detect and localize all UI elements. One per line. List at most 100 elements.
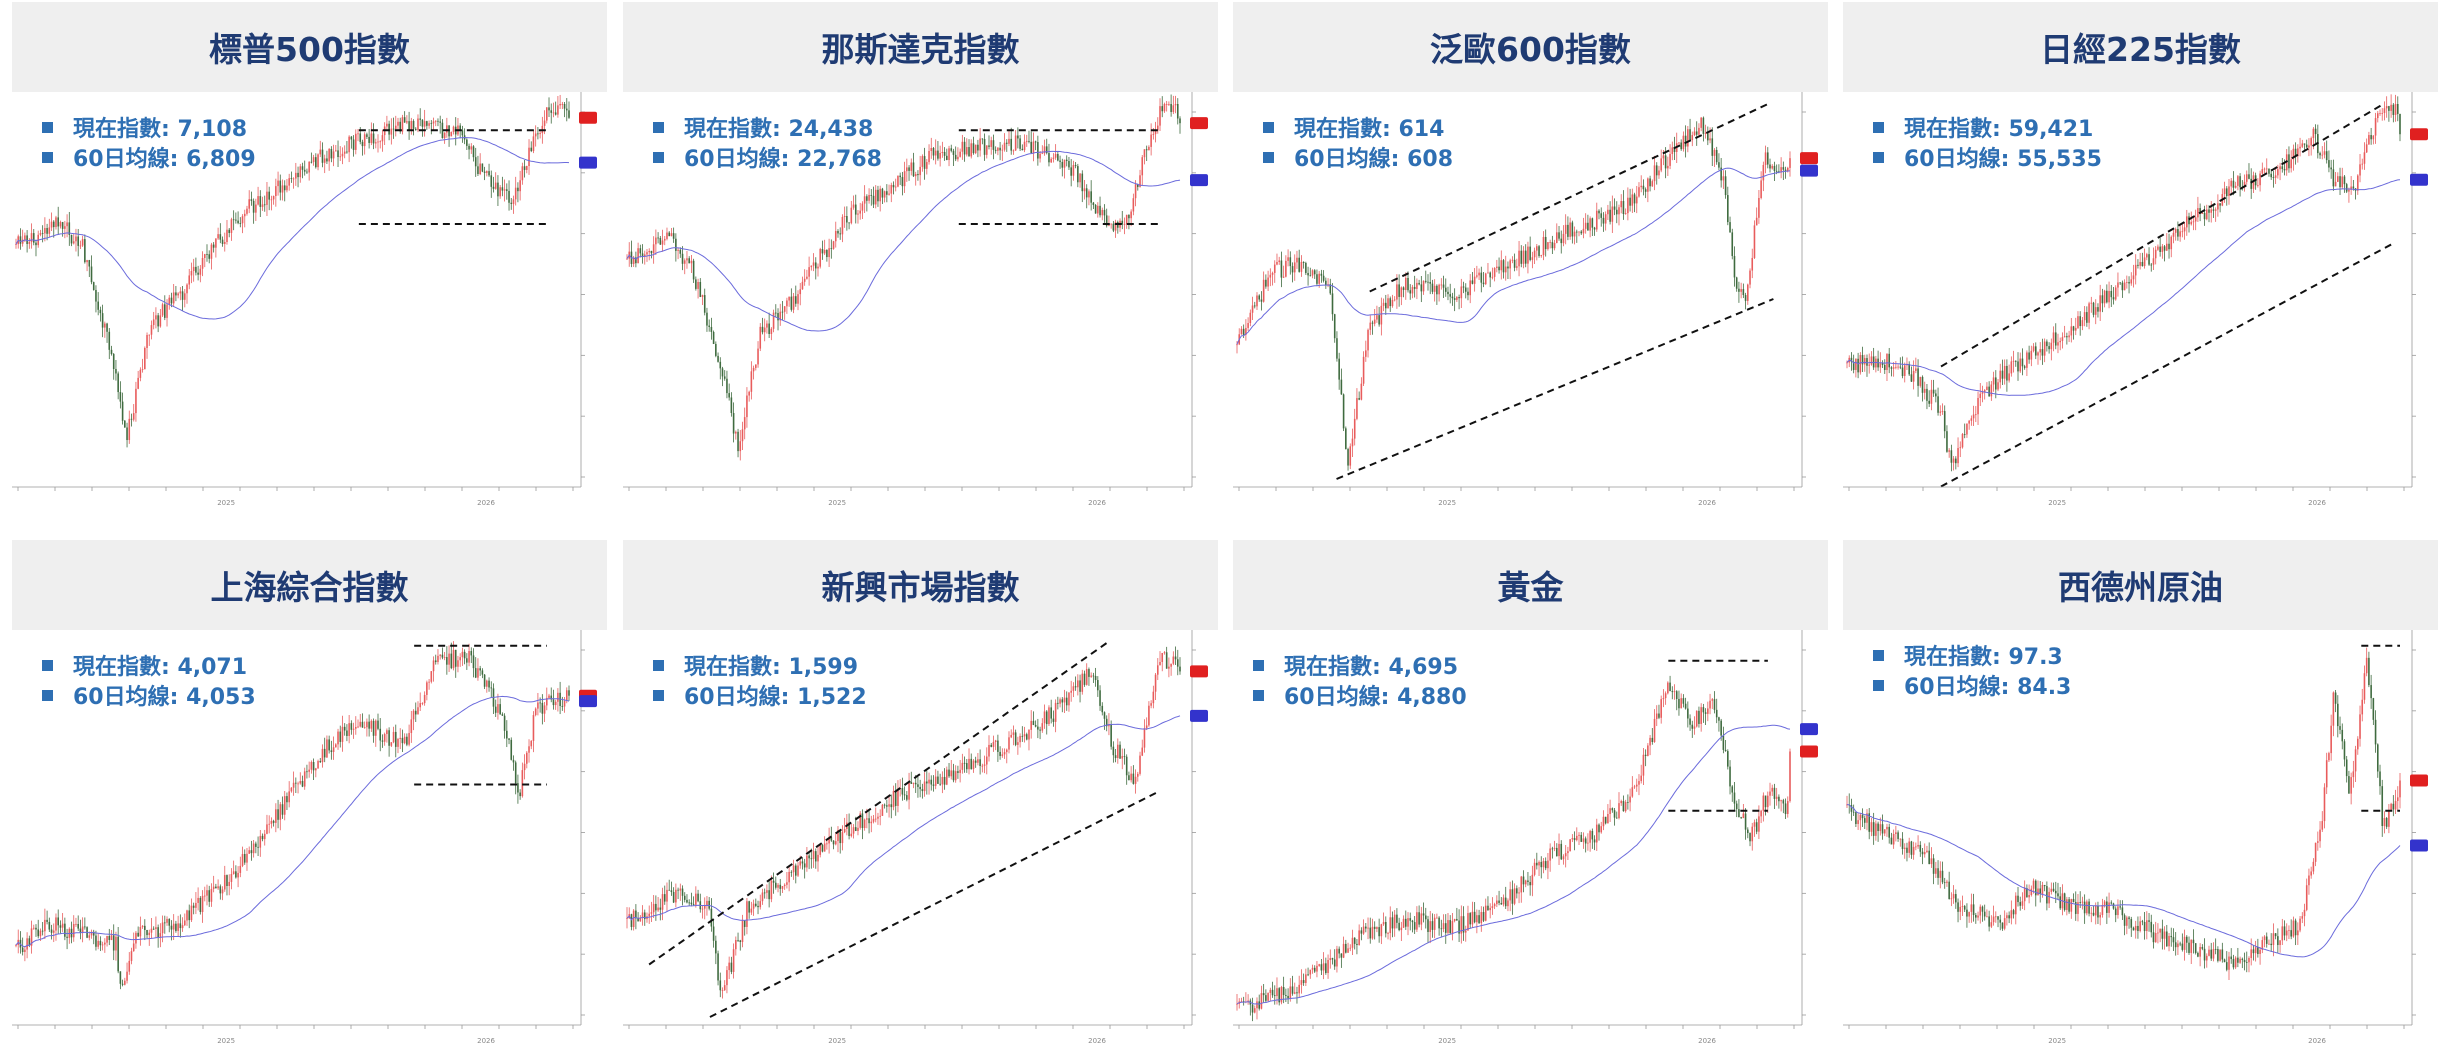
candle-body (1540, 861, 1543, 868)
candle-body (1575, 231, 1578, 233)
candle-body (728, 962, 730, 971)
candle-body (35, 242, 37, 246)
candle-body (723, 985, 726, 991)
candle-body (1724, 749, 1727, 752)
candle-body (1482, 912, 1485, 921)
candle-body (2090, 912, 2093, 914)
candle-body (752, 903, 755, 909)
candle-body (1478, 272, 1480, 276)
candle-body (1753, 822, 1756, 827)
candle-body (1638, 187, 1640, 197)
candle-body (2034, 880, 2037, 896)
candle-body (1278, 988, 1280, 1003)
candle-body (2010, 910, 2013, 919)
candle-body (1780, 167, 1782, 173)
candle-body (943, 151, 946, 156)
candle-body (1722, 176, 1725, 181)
candle-body (1846, 362, 1848, 364)
legend-item-current: 現在指數: 24,438 (653, 112, 882, 142)
candle-body (1895, 832, 1897, 834)
candle-body (1903, 847, 1906, 849)
candle-body (926, 162, 928, 169)
candle-body (2039, 349, 2042, 353)
candle-body (2219, 949, 2221, 961)
candle-body (548, 107, 550, 111)
candle-body (1990, 922, 1993, 927)
candle-body (1921, 376, 1924, 393)
candle-body (872, 818, 875, 822)
candle-body (2128, 282, 2130, 284)
legend-item-ma60: 60日均線: 6,809 (42, 142, 256, 172)
candle-body (1747, 829, 1749, 834)
candle-body (2343, 176, 2346, 185)
candle-body (1553, 243, 1556, 249)
legend-item-ma60: 60日均線: 4,880 (1253, 680, 1467, 710)
candle-body (861, 203, 864, 211)
candle-body (2228, 186, 2230, 197)
candle-body (1695, 131, 1698, 135)
candle-body (1735, 803, 1738, 810)
candle-body (1416, 912, 1418, 930)
candle-body (1404, 277, 1407, 290)
candle-body (2201, 212, 2204, 214)
candle-body (461, 130, 464, 136)
candle-body (2352, 771, 2355, 778)
candle-body (1975, 914, 1977, 918)
candle-body (357, 133, 359, 135)
candle-body (374, 142, 377, 144)
candle-body (2257, 185, 2259, 187)
candle-body (144, 925, 146, 931)
candle-body (668, 232, 670, 237)
candle-body (477, 668, 479, 678)
candle-body (1957, 448, 1959, 464)
channel-lower-line (709, 791, 1159, 1018)
candle-body (323, 748, 326, 758)
candle-body (1513, 259, 1516, 268)
candle-body (2059, 896, 2062, 909)
candle-body (1664, 693, 1667, 699)
candle-body (663, 238, 666, 241)
candle-body (1088, 669, 1090, 677)
candle-body (88, 935, 91, 938)
candles (626, 646, 1181, 999)
candle-body (557, 692, 559, 702)
candle-body (361, 141, 364, 147)
candle-body (99, 309, 102, 314)
candle-body (1516, 266, 1518, 268)
candle-body (735, 939, 737, 950)
candle-body (1003, 142, 1006, 150)
candle-body (359, 133, 362, 142)
candle-body (1629, 796, 1631, 803)
candle-body (732, 949, 735, 972)
candle-body (232, 219, 235, 221)
candle-body (1285, 260, 1287, 277)
channel-upper-line (648, 641, 1109, 966)
candle-body (848, 222, 850, 224)
candle-body (48, 227, 51, 234)
candle-body (1101, 209, 1104, 216)
candle-body (2072, 326, 2075, 331)
candle-body (2223, 959, 2226, 963)
candle-body (1150, 703, 1152, 706)
candle-body (1560, 238, 1563, 244)
candle-body (490, 687, 493, 689)
candle-body (379, 728, 382, 741)
candle-body (2057, 893, 2059, 897)
candle-body (1065, 159, 1068, 162)
candle-body (537, 133, 539, 135)
candle-body (1622, 801, 1625, 812)
candle-body (2159, 246, 2161, 252)
candle-body (2103, 901, 2106, 906)
candle-body (2177, 229, 2179, 237)
candle-body (779, 884, 782, 889)
candle-body (2363, 673, 2366, 700)
candle-body (999, 751, 1001, 756)
legend-ma60-text: 60日均線: 608 (1294, 147, 1453, 172)
candle-body (2254, 947, 2257, 954)
candle-body (2303, 909, 2306, 917)
candle-body (386, 730, 388, 735)
candle-body (1273, 264, 1276, 273)
candle-body (2099, 914, 2101, 918)
candle-body (26, 235, 28, 244)
candle-body (877, 816, 879, 819)
